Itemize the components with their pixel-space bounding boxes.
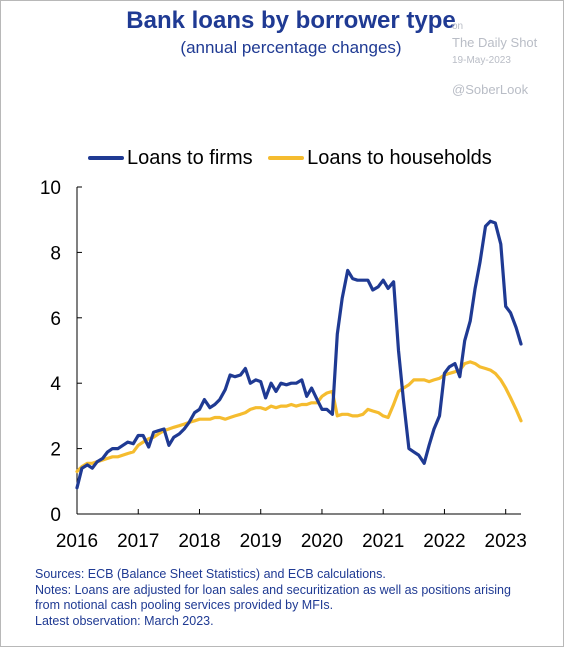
y-tick-label: 2	[50, 440, 61, 461]
x-tick-label: 2022	[423, 531, 465, 552]
chart-legend: Loans to firms Loans to households	[88, 143, 502, 170]
chart-title: Bank loans by borrower type	[126, 7, 456, 34]
x-tick-label: 2017	[117, 531, 159, 552]
chart-subtitle: (annual percentage changes)	[180, 38, 402, 57]
legend-item-firms: Loans to firms	[88, 147, 253, 170]
notes-adjustment: Notes: Loans are adjusted for loan sales…	[35, 582, 511, 597]
legend-item-households: Loans to households	[268, 147, 492, 170]
x-tick-label: 2018	[178, 531, 220, 552]
chart-notes: Sources: ECB (Balance Sheet Statistics) …	[35, 567, 511, 629]
x-tick-label: 2016	[56, 531, 98, 552]
legend-label-firms: Loans to firms	[127, 146, 253, 169]
x-tick-label: 2019	[240, 531, 282, 552]
notes-latest: Latest observation: March 2023.	[35, 613, 214, 628]
y-tick-label: 0	[50, 505, 61, 526]
x-tick-label: 2023	[485, 531, 527, 552]
watermark-handle: @SoberLook	[452, 82, 529, 97]
y-tick-label: 4	[50, 374, 61, 395]
legend-swatch-households	[268, 156, 305, 160]
y-tick-label: 8	[50, 243, 61, 264]
series-line-households	[75, 360, 523, 474]
legend-swatch-firms	[88, 156, 124, 160]
y-tick-label: 6	[50, 309, 61, 330]
legend-label-households: Loans to households	[307, 146, 492, 169]
watermark-line: on	[452, 21, 464, 32]
watermark-date: 19-May-2023	[452, 55, 511, 66]
y-tick-label: 10	[40, 178, 61, 199]
x-tick-label: 2020	[301, 531, 343, 552]
series-line-firms	[75, 219, 523, 490]
notes-adjustment-cont: from notional cash pooling services prov…	[35, 598, 334, 612]
watermark-source: The Daily Shot	[452, 35, 538, 50]
notes-sources: Sources: ECB (Balance Sheet Statistics) …	[35, 567, 386, 581]
x-tick-label: 2021	[362, 531, 404, 552]
